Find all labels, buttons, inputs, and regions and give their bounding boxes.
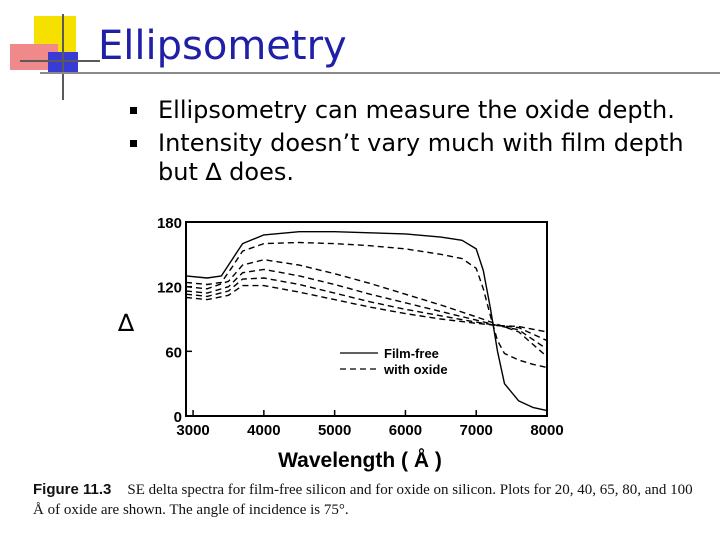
- film-free-series-line: [185, 231, 548, 412]
- legend-label: with oxide: [383, 362, 448, 377]
- oxide-series-line: [185, 241, 548, 369]
- figure-label: Figure 11.3: [33, 481, 112, 498]
- x-tick-label: 4000: [247, 422, 280, 439]
- chart-legend: Film-free with oxide: [340, 346, 448, 377]
- bullet-square-icon: [130, 140, 137, 147]
- bullet-text: Ellipsometry can measure the oxide depth…: [158, 96, 675, 124]
- x-tick-label: 7000: [460, 422, 493, 439]
- y-tick-label: 180: [157, 215, 182, 232]
- bullet-item: Intensity doesn’t vary much with film de…: [130, 129, 698, 187]
- delta-spectra-chart: 3000 4000 5000 6000 7000 8000 0 60 120 180 Film-f…: [117, 215, 564, 472]
- figure-caption-text: SE delta spectra for film-free silicon a…: [33, 482, 693, 518]
- title-divider: [40, 72, 720, 74]
- y-axis-label: ∆: [117, 309, 135, 337]
- y-tick-label: 60: [165, 344, 182, 361]
- deco-vertical-line: [62, 14, 64, 100]
- bullet-list: Ellipsometry can measure the oxide depth…: [130, 96, 698, 191]
- oxide-series-line: [185, 284, 548, 333]
- oxide-series-line: [185, 277, 548, 342]
- x-tick-label: 3000: [176, 422, 209, 439]
- slide-title: Ellipsometry: [98, 23, 347, 69]
- deco-horizontal-line: [20, 60, 100, 62]
- legend-label: Film-free: [384, 346, 439, 361]
- bullet-text: Intensity doesn’t vary much with film de…: [158, 129, 684, 186]
- x-tick-label: 6000: [389, 422, 422, 439]
- bullet-square-icon: [130, 107, 137, 114]
- bullet-item: Ellipsometry can measure the oxide depth…: [130, 96, 698, 125]
- y-tick-label: 120: [157, 280, 182, 297]
- x-tick-label: 8000: [530, 422, 563, 439]
- x-tick-label: 5000: [318, 422, 351, 439]
- y-tick-label: 0: [174, 409, 182, 426]
- plot-frame: [185, 221, 548, 417]
- figure-caption: Figure 11.3 SE delta spectra for film-fre…: [33, 480, 693, 520]
- oxide-series-line: [185, 268, 548, 350]
- x-axis-label: Wavelength ( Å ): [278, 448, 442, 472]
